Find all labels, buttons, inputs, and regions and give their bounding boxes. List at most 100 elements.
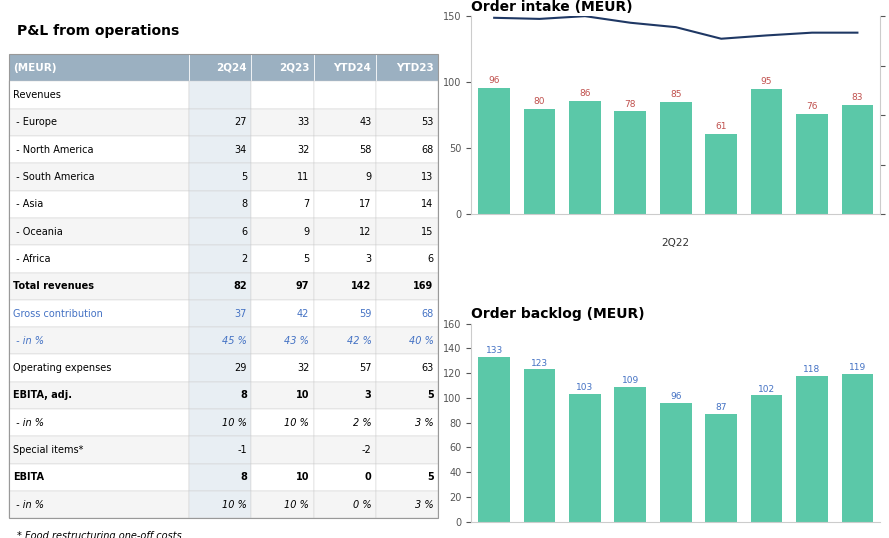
Text: 123: 123 <box>531 358 549 367</box>
Text: 13: 13 <box>421 172 434 182</box>
FancyBboxPatch shape <box>314 382 376 409</box>
Text: 10 %: 10 % <box>284 417 309 428</box>
Text: 58: 58 <box>359 145 372 154</box>
Text: 86: 86 <box>580 89 590 98</box>
Bar <box>797 114 828 215</box>
FancyBboxPatch shape <box>252 355 314 382</box>
Text: 83: 83 <box>852 93 863 102</box>
Text: -1: -1 <box>237 445 247 455</box>
Bar <box>705 134 737 215</box>
Text: 109: 109 <box>621 376 639 385</box>
Text: 8: 8 <box>240 472 247 483</box>
FancyBboxPatch shape <box>9 54 189 81</box>
Text: 7: 7 <box>303 199 309 209</box>
FancyBboxPatch shape <box>376 327 438 355</box>
Bar <box>705 414 737 522</box>
Text: 3: 3 <box>365 254 372 264</box>
Text: 2Q23: 2Q23 <box>279 63 309 73</box>
Text: 10: 10 <box>296 472 309 483</box>
FancyBboxPatch shape <box>314 273 376 300</box>
Text: Revenues: Revenues <box>13 90 61 100</box>
Text: 6: 6 <box>241 226 247 237</box>
Text: 32: 32 <box>297 363 309 373</box>
Bar <box>524 370 556 522</box>
Text: 169: 169 <box>413 281 434 291</box>
FancyBboxPatch shape <box>189 355 252 382</box>
Text: 5: 5 <box>427 472 434 483</box>
Text: 133: 133 <box>485 346 503 355</box>
FancyBboxPatch shape <box>314 491 376 518</box>
FancyBboxPatch shape <box>189 464 252 491</box>
Text: 3 %: 3 % <box>415 500 434 509</box>
FancyBboxPatch shape <box>314 54 376 81</box>
FancyBboxPatch shape <box>252 109 314 136</box>
Text: 3 %: 3 % <box>415 417 434 428</box>
Bar <box>614 111 646 215</box>
Text: 43 %: 43 % <box>284 336 309 346</box>
FancyBboxPatch shape <box>252 190 314 218</box>
Text: * Food restructuring one-off costs: * Food restructuring one-off costs <box>18 531 182 538</box>
Text: 32: 32 <box>297 145 309 154</box>
FancyBboxPatch shape <box>252 54 314 81</box>
FancyBboxPatch shape <box>9 190 189 218</box>
Text: 45 %: 45 % <box>222 336 247 346</box>
FancyBboxPatch shape <box>314 190 376 218</box>
Text: 0 %: 0 % <box>353 500 372 509</box>
FancyBboxPatch shape <box>9 355 189 382</box>
FancyBboxPatch shape <box>376 355 438 382</box>
Bar <box>750 89 782 215</box>
Text: 68: 68 <box>421 145 434 154</box>
FancyBboxPatch shape <box>189 190 252 218</box>
Text: 0: 0 <box>364 472 372 483</box>
Text: P&L from operations: P&L from operations <box>18 24 180 38</box>
Text: 2: 2 <box>241 254 247 264</box>
Bar <box>660 102 692 215</box>
FancyBboxPatch shape <box>189 436 252 464</box>
FancyBboxPatch shape <box>376 273 438 300</box>
Text: 59: 59 <box>359 308 372 318</box>
FancyBboxPatch shape <box>252 327 314 355</box>
Text: 10: 10 <box>296 391 309 400</box>
FancyBboxPatch shape <box>376 382 438 409</box>
Text: 11: 11 <box>297 172 309 182</box>
FancyBboxPatch shape <box>189 300 252 327</box>
Text: 5: 5 <box>241 172 247 182</box>
Text: 8: 8 <box>240 391 247 400</box>
Text: 5: 5 <box>427 391 434 400</box>
FancyBboxPatch shape <box>314 409 376 436</box>
Text: 29: 29 <box>235 363 247 373</box>
FancyBboxPatch shape <box>9 464 189 491</box>
FancyBboxPatch shape <box>9 382 189 409</box>
Text: 17: 17 <box>359 199 372 209</box>
FancyBboxPatch shape <box>376 190 438 218</box>
Text: 118: 118 <box>804 365 821 374</box>
FancyBboxPatch shape <box>252 436 314 464</box>
Text: - Oceania: - Oceania <box>13 226 63 237</box>
Text: 6: 6 <box>428 254 434 264</box>
Bar <box>614 387 646 522</box>
FancyBboxPatch shape <box>9 218 189 245</box>
FancyBboxPatch shape <box>9 136 189 164</box>
Text: 53: 53 <box>421 117 434 128</box>
Text: 34: 34 <box>235 145 247 154</box>
Text: 2 %: 2 % <box>353 417 372 428</box>
Text: 42 %: 42 % <box>347 336 372 346</box>
FancyBboxPatch shape <box>9 81 189 109</box>
Bar <box>797 376 828 522</box>
Text: 37: 37 <box>235 308 247 318</box>
FancyBboxPatch shape <box>252 273 314 300</box>
Text: 33: 33 <box>297 117 309 128</box>
FancyBboxPatch shape <box>376 300 438 327</box>
Bar <box>478 357 510 522</box>
FancyBboxPatch shape <box>189 245 252 273</box>
FancyBboxPatch shape <box>252 136 314 164</box>
Text: 8: 8 <box>241 199 247 209</box>
Text: 9: 9 <box>303 226 309 237</box>
Text: 14: 14 <box>421 199 434 209</box>
FancyBboxPatch shape <box>376 81 438 109</box>
Text: - in %: - in % <box>13 500 44 509</box>
FancyBboxPatch shape <box>9 273 189 300</box>
Text: 68: 68 <box>421 308 434 318</box>
Text: 85: 85 <box>670 90 682 100</box>
Bar <box>478 88 510 215</box>
